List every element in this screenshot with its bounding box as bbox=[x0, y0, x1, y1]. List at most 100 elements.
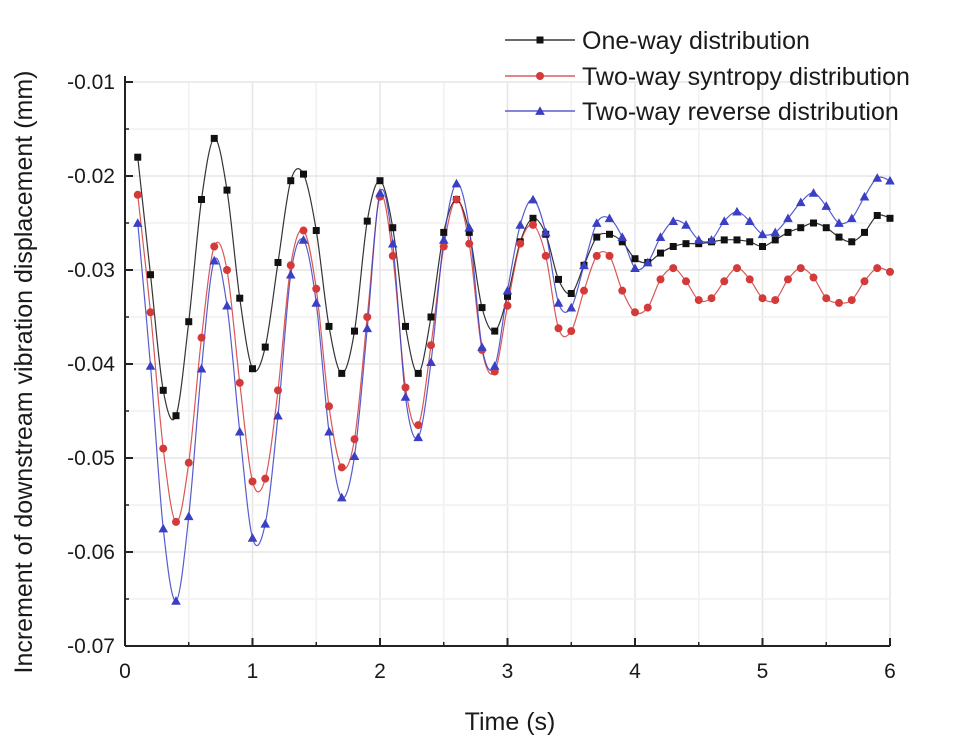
data-point-series-2 bbox=[133, 190, 142, 199]
legend-label-2: Two-way syntropy distribution bbox=[582, 63, 910, 91]
data-point-series-3 bbox=[362, 323, 373, 333]
y-axis-title: Increment of downstream vibration displa… bbox=[10, 70, 38, 673]
data-point-series-2 bbox=[503, 301, 512, 310]
data-point-series-2 bbox=[860, 277, 869, 286]
data-point-series-2 bbox=[771, 296, 780, 305]
data-point-series-2 bbox=[223, 266, 231, 274]
data-point-series-1 bbox=[797, 224, 805, 232]
x-tick-label: 2 bbox=[374, 660, 386, 683]
data-point-series-2 bbox=[656, 275, 665, 284]
data-point-series-2 bbox=[631, 308, 639, 317]
data-point-series-1 bbox=[465, 228, 473, 236]
series-line-1 bbox=[137, 137, 891, 421]
x-tick-label: 3 bbox=[502, 660, 514, 683]
data-point-series-3 bbox=[693, 235, 704, 244]
data-point-series-1 bbox=[274, 258, 282, 266]
x-tick-label: 5 bbox=[757, 660, 769, 683]
data-point-series-3 bbox=[770, 227, 781, 237]
chart-ticks: 0 1 2 3 4 5 6 -0.07 -0.06 -0.05 -0.04 -0.03 -0.02 -0.… bbox=[67, 71, 896, 683]
x-axis-title: Time (s) bbox=[465, 708, 556, 736]
data-point-series-1 bbox=[886, 214, 894, 222]
data-point-series-1 bbox=[440, 228, 448, 236]
data-point-series-3 bbox=[668, 216, 679, 225]
data-point-series-1 bbox=[249, 365, 256, 373]
data-point-series-3 bbox=[145, 361, 156, 370]
data-point-series-1 bbox=[376, 177, 384, 185]
data-point-series-3 bbox=[375, 188, 385, 197]
y-tick-label: -0.01 bbox=[67, 71, 115, 94]
data-point-series-3 bbox=[719, 216, 730, 225]
data-point-series-1 bbox=[185, 318, 193, 326]
data-point-series-3 bbox=[387, 238, 398, 248]
data-point-series-3 bbox=[247, 533, 258, 542]
data-point-series-1 bbox=[746, 238, 754, 246]
data-point-series-2 bbox=[745, 275, 754, 284]
x-tick-label: 6 bbox=[884, 660, 896, 683]
data-point-series-1 bbox=[236, 294, 244, 302]
data-point-series-2 bbox=[541, 251, 550, 260]
data-point-series-3 bbox=[285, 269, 296, 279]
data-point-series-3 bbox=[528, 194, 538, 204]
data-point-series-2 bbox=[439, 242, 448, 251]
data-point-series-1 bbox=[529, 214, 537, 222]
data-point-series-1 bbox=[567, 290, 575, 297]
data-point-series-2 bbox=[643, 303, 652, 312]
data-point-series-3 bbox=[655, 232, 666, 241]
x-tick-label: 4 bbox=[629, 660, 641, 683]
data-point-series-3 bbox=[783, 213, 793, 223]
data-point-series-3 bbox=[579, 260, 589, 270]
data-point-series-1 bbox=[682, 240, 690, 248]
data-point-series-2 bbox=[822, 294, 831, 303]
legend-marker-2 bbox=[536, 72, 544, 80]
data-point-series-3 bbox=[413, 432, 424, 442]
data-point-series-2 bbox=[184, 458, 193, 467]
data-point-series-2 bbox=[758, 294, 767, 303]
data-point-series-1 bbox=[784, 228, 792, 236]
data-point-series-2 bbox=[669, 264, 678, 273]
data-point-series-3 bbox=[183, 511, 194, 521]
data-point-series-1 bbox=[338, 369, 346, 377]
data-point-series-1 bbox=[389, 224, 397, 232]
data-point-series-3 bbox=[132, 218, 143, 227]
data-point-series-3 bbox=[171, 596, 181, 605]
data-point-series-1 bbox=[261, 343, 269, 351]
data-point-series-1 bbox=[861, 228, 868, 236]
data-point-series-2 bbox=[235, 378, 244, 387]
data-point-series-2 bbox=[682, 277, 690, 286]
data-point-series-3 bbox=[400, 392, 411, 401]
data-point-series-3 bbox=[821, 201, 832, 210]
data-point-series-3 bbox=[273, 410, 283, 420]
data-point-series-3 bbox=[744, 216, 755, 225]
data-point-series-2 bbox=[363, 313, 372, 321]
data-point-series-1 bbox=[759, 243, 766, 250]
data-point-series-3 bbox=[566, 302, 577, 312]
series-line-2 bbox=[137, 194, 891, 523]
data-point-series-2 bbox=[847, 296, 856, 305]
y-tick-label: -0.06 bbox=[67, 541, 115, 564]
data-point-series-2 bbox=[886, 267, 894, 276]
data-point-series-1 bbox=[325, 322, 333, 330]
data-point-series-2 bbox=[733, 264, 741, 273]
data-point-series-2 bbox=[261, 474, 270, 483]
data-point-series-1 bbox=[427, 313, 435, 321]
data-point-series-2 bbox=[159, 444, 168, 453]
data-point-series-1 bbox=[210, 134, 218, 142]
data-point-series-1 bbox=[822, 224, 830, 232]
data-point-series-2 bbox=[197, 333, 206, 342]
data-point-series-1 bbox=[555, 275, 562, 283]
x-tick-label: 1 bbox=[247, 660, 259, 683]
data-point-series-2 bbox=[580, 286, 588, 295]
data-point-series-3 bbox=[553, 298, 564, 307]
data-point-series-3 bbox=[885, 175, 895, 185]
data-point-series-1 bbox=[159, 386, 167, 394]
data-point-series-3 bbox=[642, 257, 653, 267]
data-point-series-1 bbox=[134, 153, 142, 161]
data-point-series-3 bbox=[872, 173, 883, 182]
series-markers bbox=[132, 134, 895, 605]
data-point-series-1 bbox=[631, 255, 639, 263]
data-point-series-2 bbox=[248, 477, 257, 486]
data-point-series-2 bbox=[388, 251, 397, 260]
data-point-series-1 bbox=[771, 236, 779, 244]
legend-marker-1 bbox=[536, 36, 544, 44]
